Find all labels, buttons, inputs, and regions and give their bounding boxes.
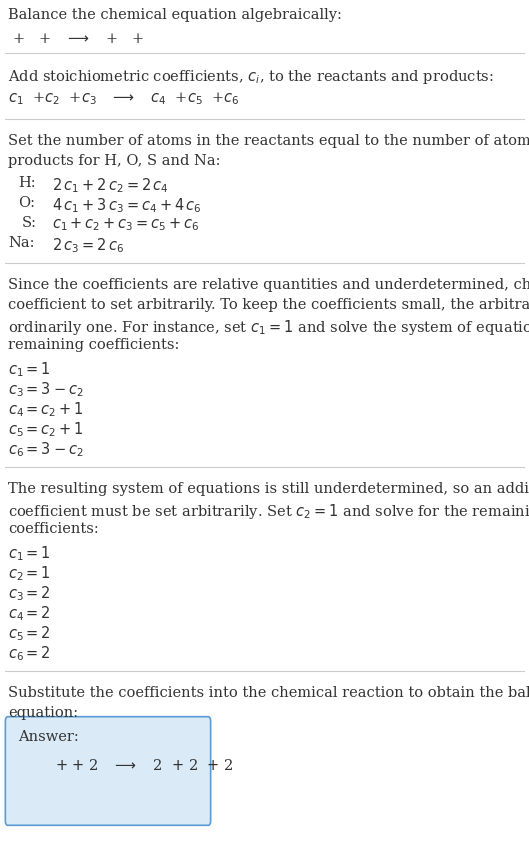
- Text: $c_2 = 1$: $c_2 = 1$: [8, 563, 51, 582]
- Text: ordinarily one. For instance, set $c_1 = 1$ and solve the system of equations fo: ordinarily one. For instance, set $c_1 =…: [8, 318, 529, 337]
- Text: $2\,c_1 + 2\,c_2 = 2\,c_4$: $2\,c_1 + 2\,c_2 = 2\,c_4$: [52, 176, 169, 195]
- Text: $c_5 = c_2 + 1$: $c_5 = c_2 + 1$: [8, 419, 84, 438]
- Text: Set the number of atoms in the reactants equal to the number of atoms in the: Set the number of atoms in the reactants…: [8, 133, 529, 148]
- Text: equation:: equation:: [8, 705, 78, 719]
- Text: $c_4 = 2$: $c_4 = 2$: [8, 604, 51, 622]
- Text: products for H, O, S and Na:: products for H, O, S and Na:: [8, 154, 221, 168]
- Text: $c_3 = 2$: $c_3 = 2$: [8, 583, 51, 602]
- Text: $c_6 = 2$: $c_6 = 2$: [8, 643, 51, 662]
- Text: The resulting system of equations is still underdetermined, so an additional: The resulting system of equations is sti…: [8, 481, 529, 495]
- Text: O:: O:: [18, 195, 35, 210]
- Text: $c_1$  +$c_2$  +$c_3$   $\longrightarrow$   $c_4$  +$c_5$  +$c_6$: $c_1$ +$c_2$ +$c_3$ $\longrightarrow$ $c…: [8, 90, 240, 107]
- Text: $c_1 = 1$: $c_1 = 1$: [8, 360, 51, 378]
- Text: remaining coefficients:: remaining coefficients:: [8, 338, 179, 351]
- Text: Answer:: Answer:: [18, 729, 79, 743]
- FancyBboxPatch shape: [5, 717, 211, 826]
- Text: $4\,c_1 + 3\,c_3 = c_4 + 4\,c_6$: $4\,c_1 + 3\,c_3 = c_4 + 4\,c_6$: [52, 195, 202, 214]
- Text: coefficient must be set arbitrarily. Set $c_2 = 1$ and solve for the remaining: coefficient must be set arbitrarily. Set…: [8, 501, 529, 520]
- Text: $c_3 = 3 - c_2$: $c_3 = 3 - c_2$: [8, 380, 84, 399]
- Text: Substitute the coefficients into the chemical reaction to obtain the balanced: Substitute the coefficients into the che…: [8, 685, 529, 699]
- Text: $c_4 = c_2 + 1$: $c_4 = c_2 + 1$: [8, 400, 84, 418]
- Text: Balance the chemical equation algebraically:: Balance the chemical equation algebraica…: [8, 8, 342, 22]
- Text: S:: S:: [22, 216, 37, 230]
- Text: coefficients:: coefficients:: [8, 522, 99, 536]
- Text: Na:: Na:: [8, 236, 34, 250]
- Text: $c_1 + c_2 + c_3 = c_5 + c_6$: $c_1 + c_2 + c_3 = c_5 + c_6$: [52, 216, 200, 232]
- Text: Add stoichiometric coefficients, $c_i$, to the reactants and products:: Add stoichiometric coefficients, $c_i$, …: [8, 68, 494, 86]
- Text: $c_5 = 2$: $c_5 = 2$: [8, 623, 51, 642]
- Text: Since the coefficients are relative quantities and underdetermined, choose a: Since the coefficients are relative quan…: [8, 278, 529, 292]
- Text: coefficient to set arbitrarily. To keep the coefficients small, the arbitrary va: coefficient to set arbitrarily. To keep …: [8, 298, 529, 312]
- Text: +   +   $\longrightarrow$   +   +: + + $\longrightarrow$ + +: [8, 32, 144, 46]
- Text: $c_6 = 3 - c_2$: $c_6 = 3 - c_2$: [8, 439, 84, 458]
- Text: $2\,c_3 = 2\,c_6$: $2\,c_3 = 2\,c_6$: [52, 236, 124, 254]
- Text: $+$ $+$ 2   $\longrightarrow$   2  $+$ 2  $+$ 2: $+$ $+$ 2 $\longrightarrow$ 2 $+$ 2 $+$ …: [55, 757, 234, 772]
- Text: $c_1 = 1$: $c_1 = 1$: [8, 543, 51, 562]
- Text: H:: H:: [18, 176, 35, 189]
